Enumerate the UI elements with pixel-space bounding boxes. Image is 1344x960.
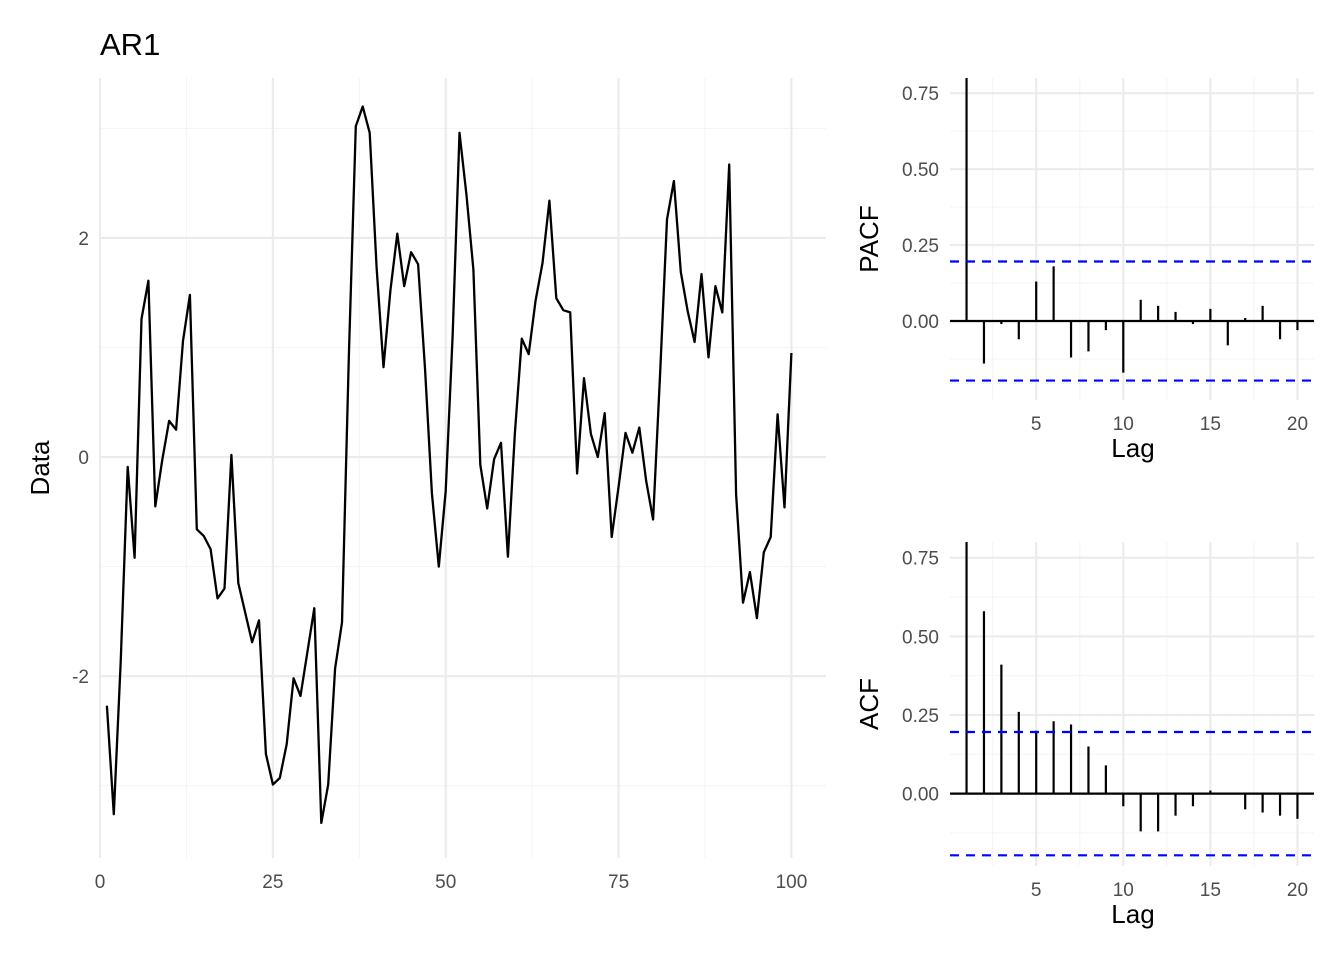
y-tick-label: 0.75: [902, 549, 939, 570]
x-tick-label: 75: [608, 872, 629, 893]
y-tick-label: 0: [78, 448, 89, 469]
x-tick-label: 15: [1200, 414, 1221, 435]
x-tick-label: 50: [435, 872, 456, 893]
pacf-bars: [950, 78, 1314, 382]
y-tick-label: 0.75: [902, 84, 939, 105]
pacf-grid: [950, 78, 1314, 400]
x-tick-label: 0: [95, 872, 106, 893]
acf-ticks: 5 10 15 20 0.00 0.25 0.50 0.75: [902, 549, 1308, 901]
data-panel: 0 25 50 75 100 -2 0 2 AR1 Data: [25, 27, 826, 893]
x-tick-label: 10: [1113, 414, 1134, 435]
pacf-x-axis-title: Lag: [1111, 433, 1154, 463]
acf-panel: 5 10 15 20 0.00 0.25 0.50 0.75 Lag ACF: [854, 542, 1314, 929]
x-tick-label: 25: [262, 872, 283, 893]
x-tick-label: 20: [1287, 880, 1308, 901]
acf-y-axis-title: ACF: [854, 678, 884, 730]
x-tick-label: 5: [1031, 414, 1042, 435]
y-tick-label: 0.00: [902, 785, 939, 806]
x-tick-label: 15: [1200, 880, 1221, 901]
pacf-panel: 5 10 15 20 0.00 0.25 0.50 0.75 Lag PACF: [854, 78, 1314, 463]
acf-grid: [950, 542, 1314, 866]
y-tick-label: 2: [78, 229, 89, 250]
chart-title: AR1: [100, 27, 160, 62]
y-tick-label: -2: [72, 667, 89, 688]
series-line: [105, 105, 793, 825]
data-grid: [98, 78, 826, 858]
acf-bars: [950, 542, 1314, 857]
y-tick-label: 0.25: [902, 706, 939, 727]
y-tick-label: 0.00: [902, 312, 939, 333]
x-tick-label: 10: [1113, 880, 1134, 901]
y-axis-title: Data: [25, 440, 55, 495]
x-tick-label: 100: [776, 872, 808, 893]
x-tick-label: 20: [1287, 414, 1308, 435]
y-tick-label: 0.50: [902, 160, 939, 181]
pacf-ticks: 5 10 15 20 0.00 0.25 0.50 0.75: [902, 84, 1308, 435]
data-ticks: 0 25 50 75 100 -2 0 2: [72, 229, 807, 893]
y-tick-label: 0.25: [902, 236, 939, 257]
pacf-y-axis-title: PACF: [854, 205, 884, 272]
x-tick-label: 5: [1031, 880, 1042, 901]
data-series: [105, 105, 793, 825]
y-tick-label: 0.50: [902, 627, 939, 648]
acf-x-axis-title: Lag: [1111, 899, 1154, 929]
